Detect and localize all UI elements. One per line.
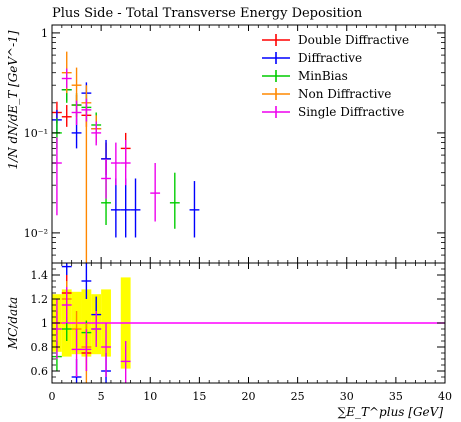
ratio-point — [61, 287, 72, 323]
ratio-y-tick-label: 1 — [41, 317, 48, 330]
data-point — [71, 100, 82, 125]
ratio-y-tick-label: 1.2 — [31, 293, 49, 306]
ratio-y-tick-label: 1.4 — [31, 269, 49, 282]
data-point — [71, 67, 82, 103]
x-tick-label: 10 — [143, 390, 157, 403]
data-point — [150, 163, 161, 222]
legend-label: MinBias — [298, 69, 348, 83]
y-tick-label: 10⁻¹ — [24, 127, 48, 140]
x-tick-label: 0 — [49, 390, 56, 403]
legend-item: Non Diffractive — [262, 87, 391, 101]
legend-item: Single Diffractive — [262, 105, 404, 119]
legend-label: Diffractive — [298, 51, 362, 65]
x-tick-label: 5 — [98, 390, 105, 403]
main-y-axis-label: 1/N dN/dE_T [GeV^-1] — [6, 30, 20, 169]
chart-title: Plus Side - Total Transverse Energy Depo… — [52, 6, 363, 21]
ratio-y-tick-label: 0.6 — [31, 365, 49, 378]
ratio-y-tick-label: 0.8 — [31, 341, 49, 354]
legend-item: MinBias — [262, 69, 348, 83]
y-tick-label: 1 — [41, 27, 48, 40]
data-point — [101, 158, 111, 199]
data-point — [189, 181, 200, 238]
ratio-point — [101, 323, 111, 377]
data-point — [120, 178, 131, 238]
x-tick-label: 15 — [192, 390, 206, 403]
ratio-point — [81, 329, 92, 371]
data-point — [91, 121, 102, 146]
axis-ticks — [51, 25, 446, 384]
main-panel-markers — [52, 51, 200, 263]
legend-item: Double Diffractive — [262, 33, 409, 47]
legend-label: Single Diffractive — [298, 105, 404, 119]
data-point — [110, 178, 121, 238]
legend-label: Non Diffractive — [298, 87, 391, 101]
ratio-point — [71, 329, 82, 377]
ratio-point — [120, 341, 131, 383]
x-tick-label: 20 — [242, 390, 256, 403]
legend-item: Diffractive — [262, 51, 362, 65]
data-point — [110, 142, 121, 186]
ratio-y-axis-label: MC/data — [6, 297, 20, 350]
x-tick-label: 25 — [291, 390, 305, 403]
tick-labels: 0 5 10 15 20 25 30 35 40 1 10⁻¹ 10⁻² 0.6 0.8 1 1.2 1.4 — [24, 27, 452, 403]
y-tick-label: 10⁻² — [24, 227, 48, 240]
x-tick-label: 40 — [438, 390, 452, 403]
data-point — [169, 172, 180, 229]
legend: Double Diffractive Diffractive MinBias Non … — [262, 33, 409, 119]
ratio-point — [91, 311, 102, 347]
ratio-panel-markers — [52, 263, 131, 383]
ratio-point — [81, 263, 92, 299]
legend-label: Double Diffractive — [298, 33, 409, 47]
x-tick-label: 35 — [389, 390, 403, 403]
data-point — [61, 68, 72, 89]
ratio-point — [61, 263, 72, 275]
data-point — [61, 105, 72, 127]
data-point — [130, 178, 141, 238]
main-panel-frame — [51, 24, 446, 264]
data-point — [120, 139, 131, 186]
data-point — [81, 98, 92, 122]
data-point — [52, 137, 62, 216]
x-tick-label: 30 — [340, 390, 354, 403]
x-axis-label: ∑E_T^plus [GeV] — [338, 405, 444, 419]
